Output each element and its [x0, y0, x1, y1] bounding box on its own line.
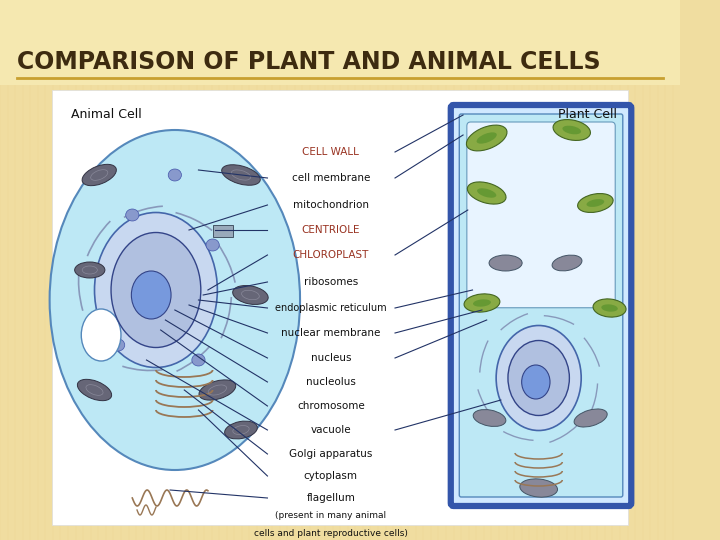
Ellipse shape	[467, 125, 507, 151]
Ellipse shape	[112, 339, 125, 351]
Text: cells and plant reproductive cells): cells and plant reproductive cells)	[254, 530, 408, 538]
Ellipse shape	[50, 130, 300, 470]
Ellipse shape	[577, 193, 613, 212]
Text: Plant Cell: Plant Cell	[557, 109, 616, 122]
Ellipse shape	[94, 213, 217, 368]
Ellipse shape	[574, 409, 607, 427]
Ellipse shape	[489, 255, 522, 271]
Ellipse shape	[82, 164, 117, 186]
Bar	[212, 225, 233, 237]
Text: endoplasmic reticulum: endoplasmic reticulum	[275, 303, 387, 313]
Ellipse shape	[199, 380, 235, 400]
Text: nuclear membrane: nuclear membrane	[281, 328, 380, 338]
Text: CELL WALL: CELL WALL	[302, 147, 359, 157]
Ellipse shape	[477, 188, 496, 198]
Ellipse shape	[77, 379, 112, 401]
Ellipse shape	[81, 309, 121, 361]
Bar	[0, 0, 680, 85]
Bar	[52, 90, 629, 525]
Text: vacuole: vacuole	[310, 425, 351, 435]
FancyBboxPatch shape	[467, 122, 615, 308]
Text: CHLOROPLAST: CHLOROPLAST	[292, 250, 369, 260]
Text: chromosome: chromosome	[297, 401, 364, 411]
Ellipse shape	[168, 169, 181, 181]
Ellipse shape	[467, 182, 506, 204]
Ellipse shape	[111, 233, 201, 348]
Ellipse shape	[553, 119, 590, 140]
Text: (present in many animal: (present in many animal	[275, 510, 387, 519]
Ellipse shape	[233, 286, 268, 305]
Ellipse shape	[477, 132, 497, 144]
Ellipse shape	[473, 409, 506, 427]
Text: nucleus: nucleus	[310, 353, 351, 363]
Ellipse shape	[192, 354, 205, 366]
Ellipse shape	[520, 479, 557, 497]
Ellipse shape	[508, 341, 570, 415]
Text: cell membrane: cell membrane	[292, 173, 370, 183]
Ellipse shape	[593, 299, 626, 317]
Ellipse shape	[601, 305, 618, 312]
Text: mitochondrion: mitochondrion	[293, 200, 369, 210]
Ellipse shape	[225, 421, 257, 439]
Text: cytoplasm: cytoplasm	[304, 471, 358, 481]
Ellipse shape	[496, 326, 581, 430]
Text: nucleolus: nucleolus	[306, 377, 356, 387]
Ellipse shape	[206, 239, 220, 251]
Text: Animal Cell: Animal Cell	[71, 109, 142, 122]
Ellipse shape	[464, 294, 500, 312]
FancyBboxPatch shape	[451, 105, 631, 506]
FancyBboxPatch shape	[459, 114, 623, 497]
Text: ribosomes: ribosomes	[304, 277, 358, 287]
Ellipse shape	[75, 262, 105, 278]
Ellipse shape	[473, 299, 491, 307]
Text: Golgi apparatus: Golgi apparatus	[289, 449, 372, 459]
Ellipse shape	[126, 209, 139, 221]
Text: COMPARISON OF PLANT AND ANIMAL CELLS: COMPARISON OF PLANT AND ANIMAL CELLS	[17, 50, 600, 74]
Ellipse shape	[552, 255, 582, 271]
Ellipse shape	[522, 365, 550, 399]
Text: flagellum: flagellum	[306, 493, 355, 503]
Ellipse shape	[131, 271, 171, 319]
Ellipse shape	[562, 126, 581, 134]
Text: CENTRIOLE: CENTRIOLE	[302, 225, 360, 235]
Ellipse shape	[587, 199, 604, 207]
Ellipse shape	[222, 165, 260, 185]
